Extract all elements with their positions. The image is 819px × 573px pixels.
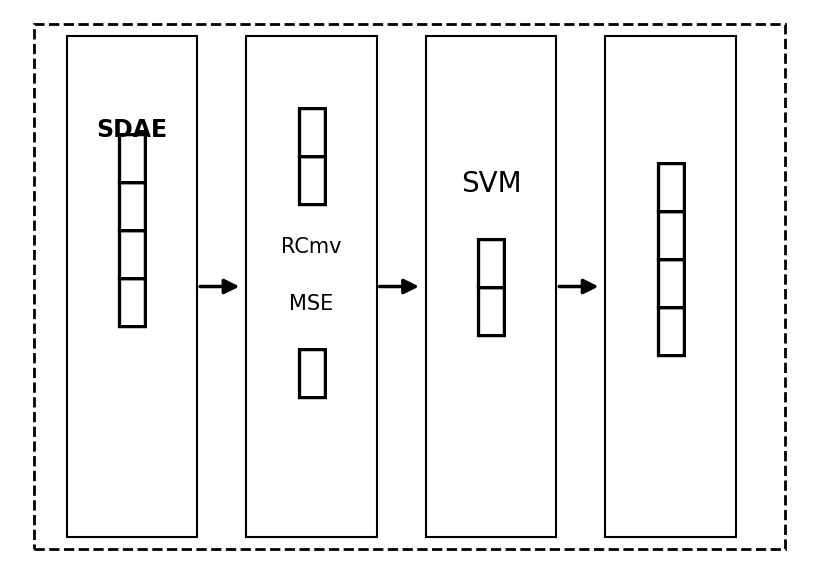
Text: 障: 障 [654,206,688,262]
Bar [426,36,556,537]
Text: SVM: SVM [461,170,522,198]
Text: SDAE: SDAE [97,117,168,142]
Text: 处: 处 [115,225,150,282]
Text: RCmv: RCmv [281,237,342,257]
Text: 类: 类 [654,253,688,311]
Text: 取: 取 [294,151,329,208]
Bar [247,36,377,537]
Text: 値: 値 [294,344,329,401]
Text: 去: 去 [115,129,150,186]
Text: MSE: MSE [289,293,333,313]
Text: 类: 类 [473,282,509,339]
Bar [605,36,736,537]
Text: 型: 型 [654,301,688,359]
Text: 理: 理 [115,273,150,330]
Text: 故: 故 [654,158,688,214]
Text: 分: 分 [473,234,509,291]
Bar [66,36,197,537]
Text: 噪: 噪 [115,177,150,234]
Text: 提: 提 [294,103,329,160]
